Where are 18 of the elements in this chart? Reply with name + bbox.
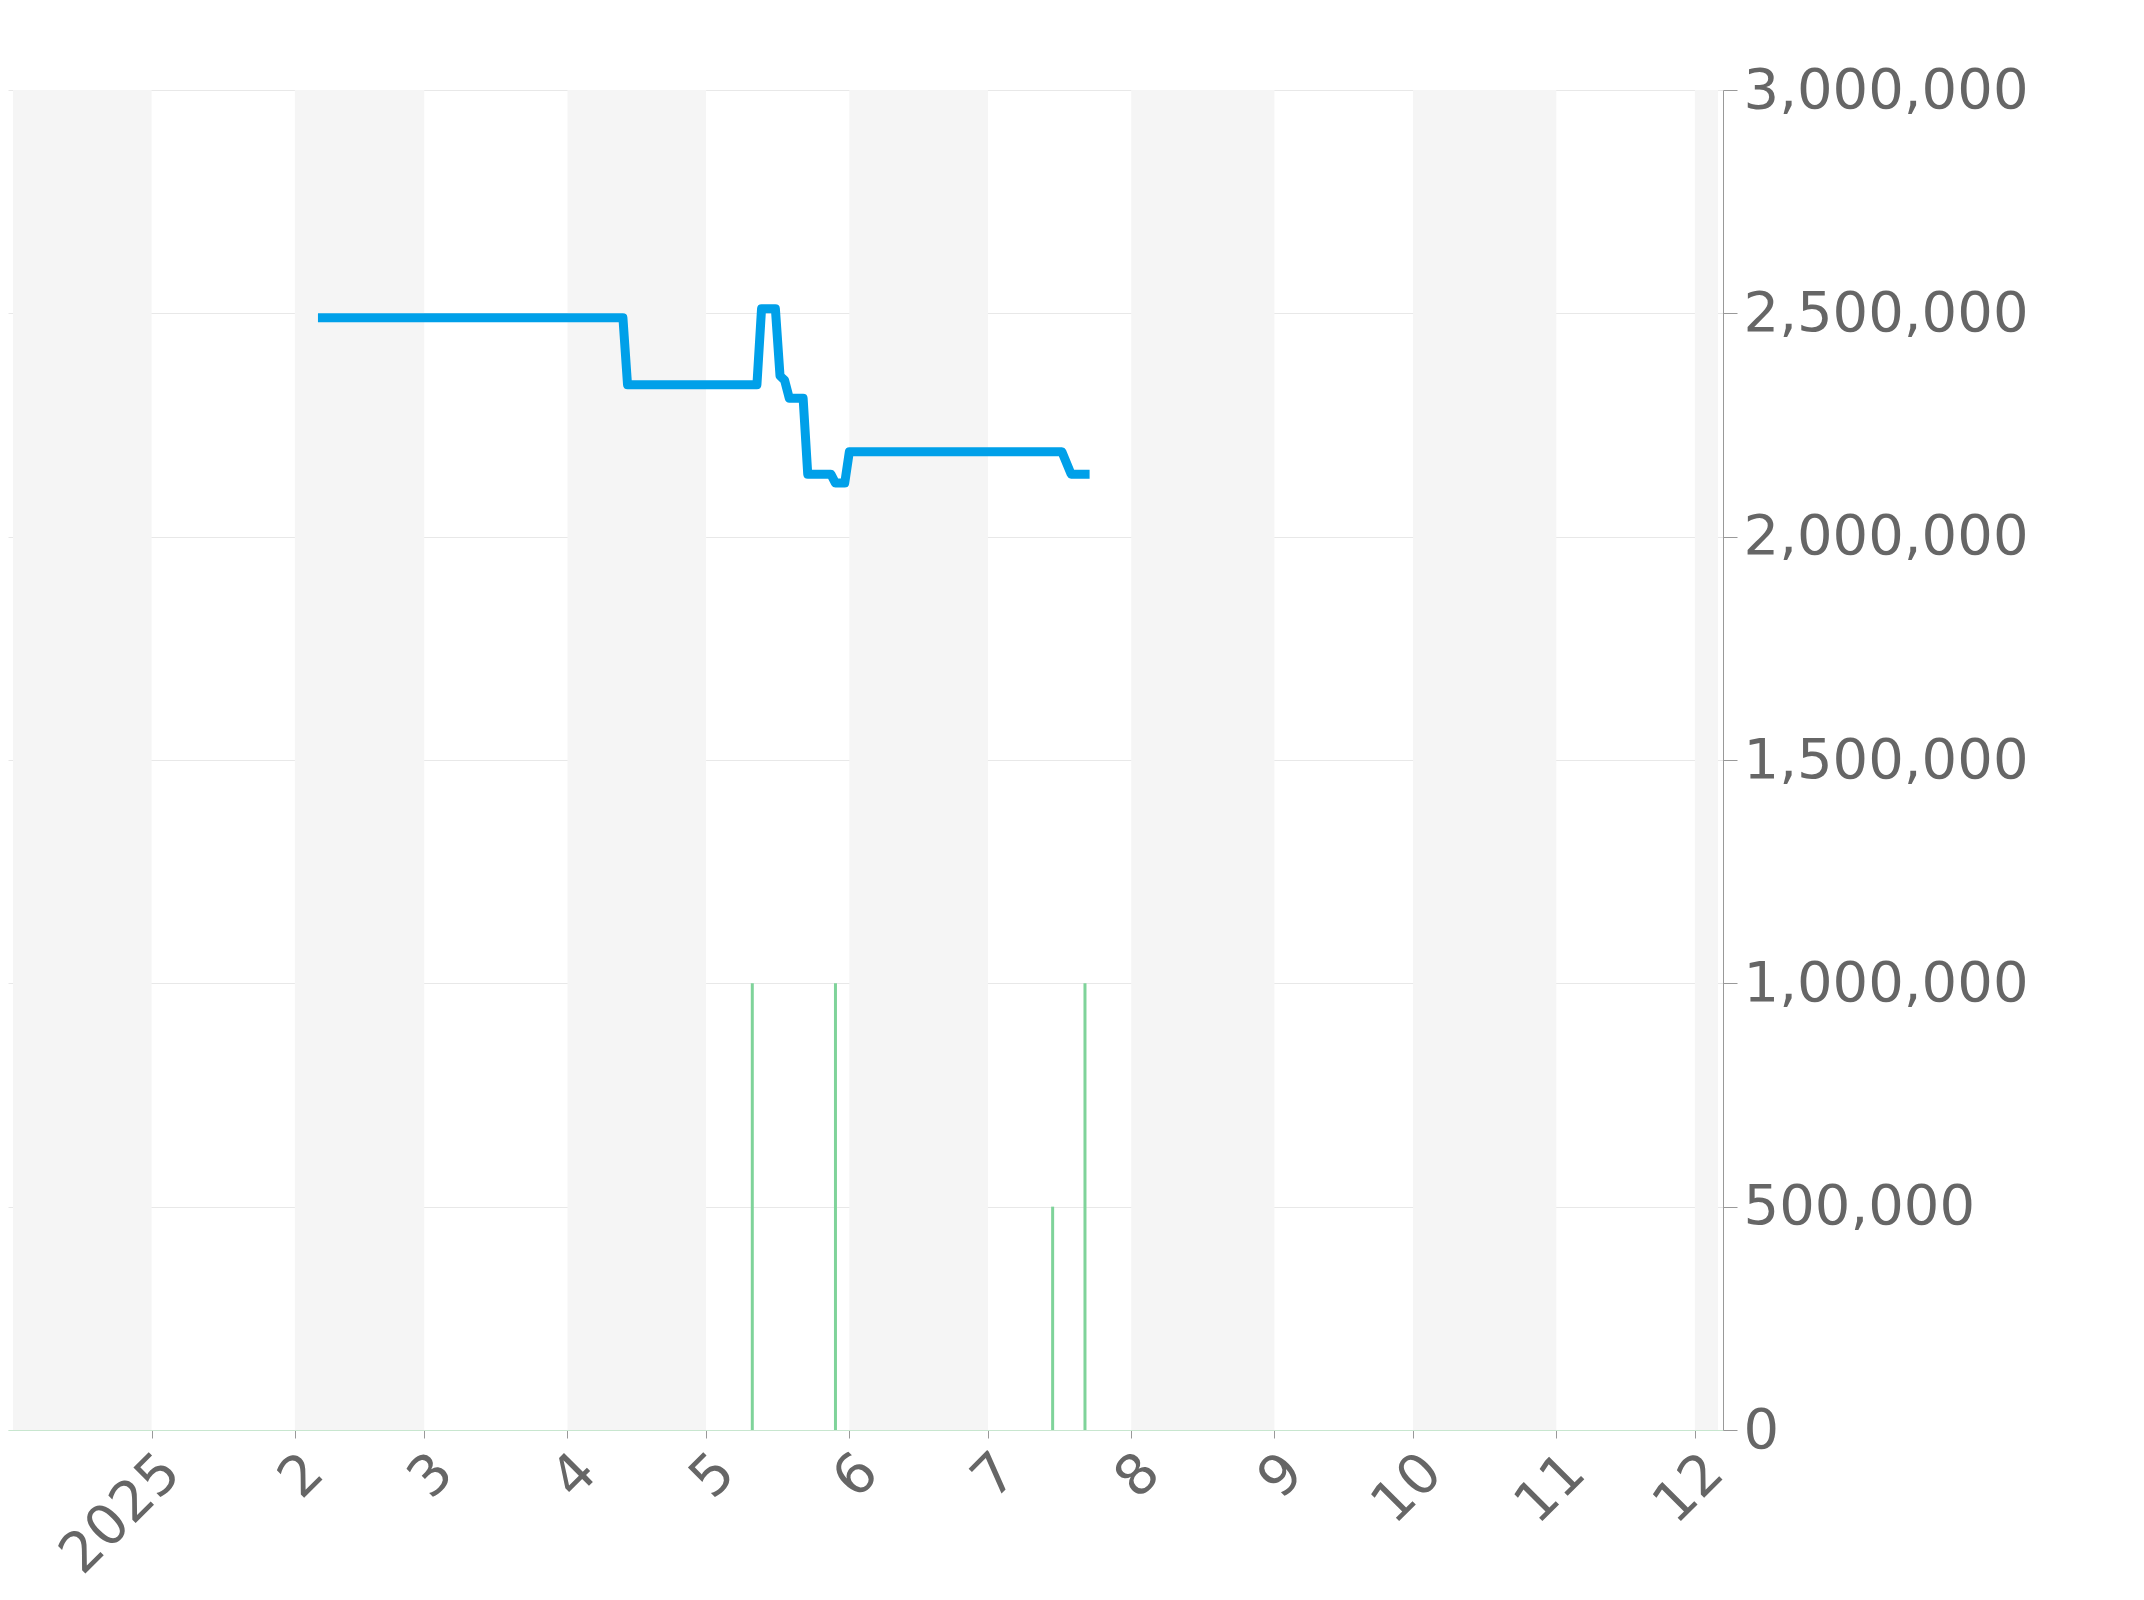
x-tick-label: 6 bbox=[818, 1438, 891, 1511]
x-tick-label: 2 bbox=[264, 1438, 336, 1511]
x-tick-label: 4 bbox=[537, 1438, 609, 1511]
y-tick-label: 0 bbox=[1743, 1395, 1780, 1461]
x-tick-label: 11 bbox=[1500, 1438, 1598, 1536]
y-tick-label: 3,000,000 bbox=[1743, 55, 2029, 121]
x-tick-label: 12 bbox=[1639, 1438, 1736, 1536]
x-tick-label: 8 bbox=[1100, 1438, 1172, 1511]
x-tick-label: 9 bbox=[1244, 1438, 1316, 1511]
y-tick-label: 1,500,000 bbox=[1743, 725, 2029, 791]
x-tick-label: 10 bbox=[1357, 1438, 1454, 1536]
x-tick-label: 5 bbox=[675, 1438, 747, 1511]
x-tick-label: 7 bbox=[957, 1438, 1029, 1511]
y-tick-label: 1,000,000 bbox=[1743, 948, 2029, 1014]
y-tick-label: 2,500,000 bbox=[1743, 278, 2029, 344]
y-tick-label: 2,000,000 bbox=[1743, 502, 2029, 568]
y-tick-label: 500,000 bbox=[1743, 1172, 1976, 1238]
x-tick-label: 3 bbox=[393, 1438, 466, 1511]
